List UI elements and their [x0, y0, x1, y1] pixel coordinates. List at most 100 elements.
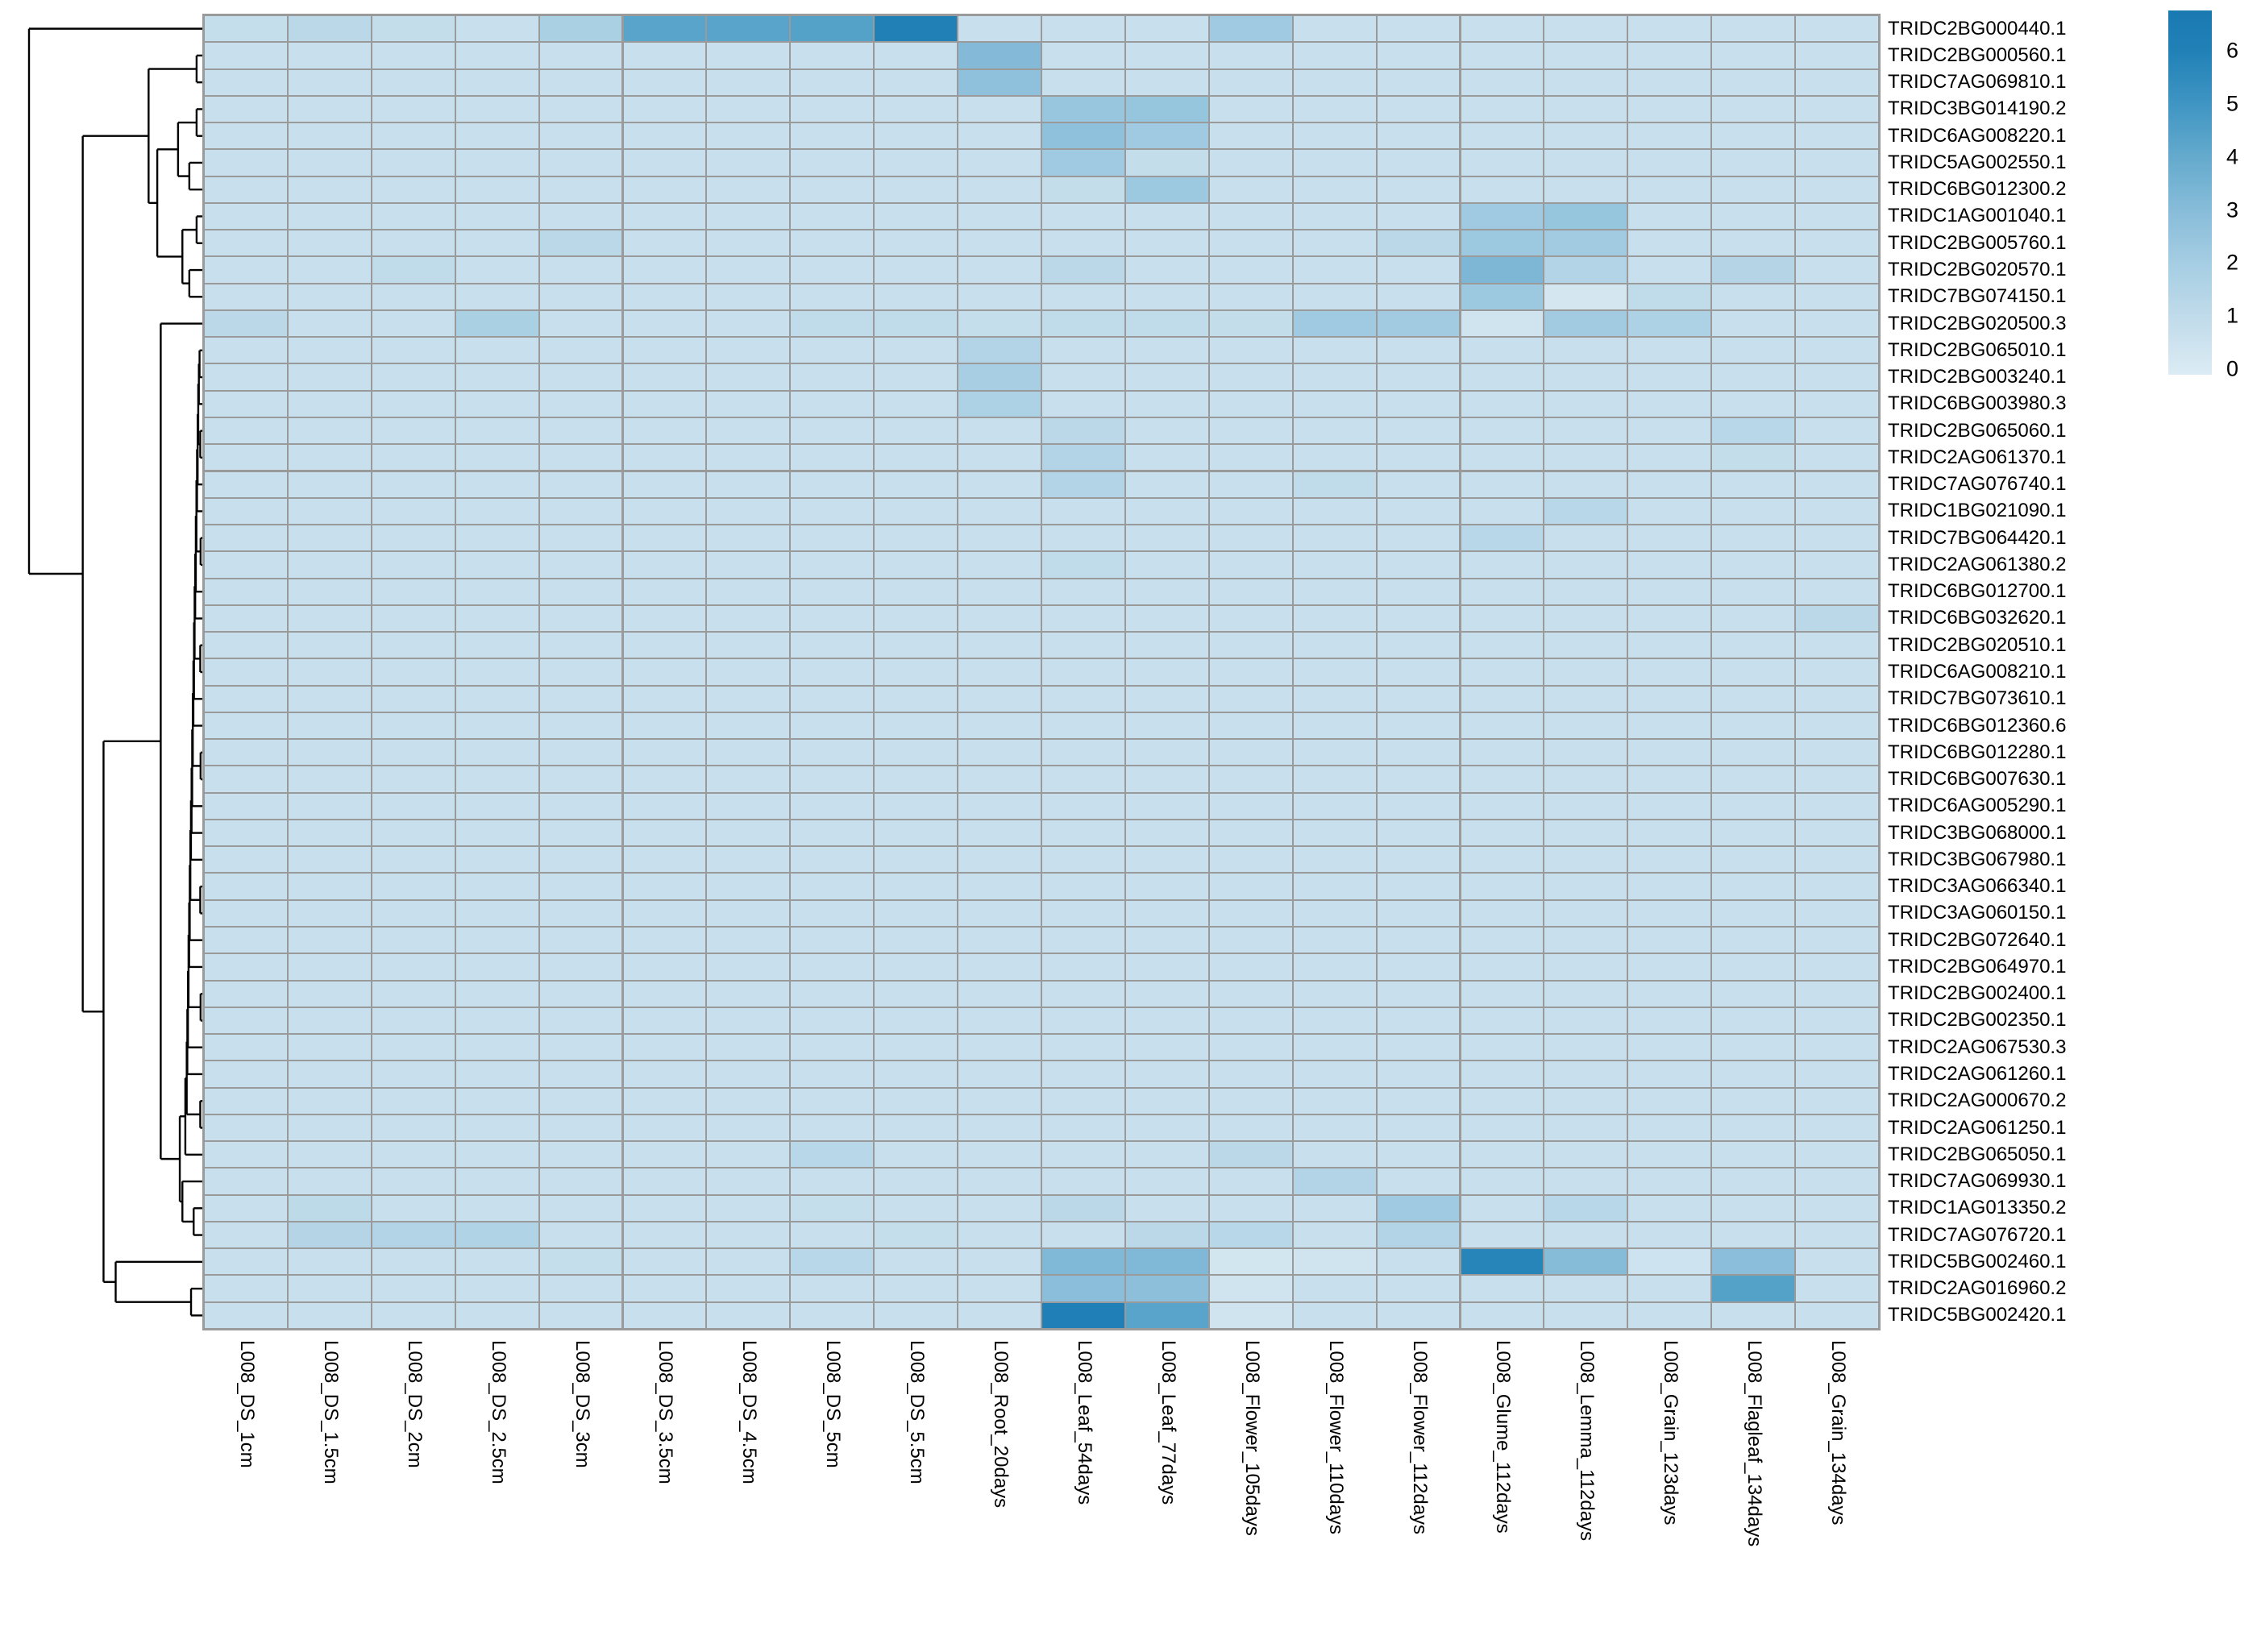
heatmap-cell: [539, 954, 622, 980]
heatmap-cell: [205, 525, 287, 551]
heatmap-cell: [1796, 552, 1878, 578]
heatmap-cell: [875, 338, 958, 363]
heatmap-cell: [1377, 1088, 1460, 1114]
heatmap-cell: [791, 820, 874, 846]
heatmap-cell: [707, 1088, 790, 1114]
heatmap-cell: [1544, 203, 1627, 230]
heatmap-cell: [1125, 284, 1208, 309]
heatmap-cell: [1042, 257, 1124, 283]
heatmap-cell: [1712, 820, 1795, 846]
heatmap-cell: [372, 633, 455, 658]
heatmap-cell: [1796, 1007, 1878, 1034]
heatmap-cell: [539, 874, 622, 899]
heatmap-cell: [707, 1035, 790, 1061]
heatmap-cell: [707, 740, 790, 766]
heatmap-cell: [1042, 96, 1124, 122]
heatmap-cell: [875, 766, 958, 792]
heatmap-cell: [1377, 1302, 1460, 1328]
heatmap-cell: [707, 552, 790, 578]
row-label: TRIDC6BG032620.1: [1888, 607, 2067, 629]
heatmap-cell: [875, 123, 958, 149]
heatmap-cell: [455, 338, 538, 363]
heatmap-cell: [1712, 69, 1795, 95]
heatmap-cell: [288, 1276, 371, 1301]
heatmap-cell: [1628, 605, 1711, 632]
heatmap-cell: [958, 928, 1041, 953]
heatmap-cell: [1461, 954, 1544, 980]
heatmap-cell: [1209, 1276, 1292, 1301]
heatmap-cell: [1712, 1168, 1795, 1194]
heatmap-cell: [288, 525, 371, 551]
heatmap-cell: [707, 686, 790, 712]
heatmap-cell: [455, 740, 538, 766]
heatmap-cell: [288, 900, 371, 926]
heatmap-cell: [1293, 1222, 1376, 1248]
heatmap-cell: [707, 310, 790, 337]
heatmap-cell: [1125, 605, 1208, 632]
heatmap-cell: [958, 1222, 1041, 1248]
heatmap-cell: [1796, 96, 1878, 122]
heatmap-cell: [205, 16, 287, 42]
heatmap-cell: [1377, 1035, 1460, 1061]
heatmap-cell: [623, 498, 706, 525]
row-label: TRIDC6BG007630.1: [1888, 768, 2067, 791]
heatmap-cell: [288, 659, 371, 685]
heatmap-cell: [1293, 391, 1376, 417]
row-label: TRIDC2BG065060.1: [1888, 419, 2067, 442]
heatmap-cell: [623, 1035, 706, 1061]
heatmap-cell: [372, 176, 455, 202]
heatmap-cell: [1544, 150, 1627, 176]
heatmap-cell: [623, 928, 706, 953]
heatmap-cell: [372, 1007, 455, 1034]
heatmap-cell: [1125, 417, 1208, 444]
heatmap-cell: [205, 659, 287, 685]
heatmap-cell: [455, 525, 538, 551]
column-label: L008_DS_1cm: [235, 1340, 258, 1468]
heatmap-cell: [1712, 1007, 1795, 1034]
heatmap-cell: [1293, 123, 1376, 149]
heatmap-cell: [1293, 257, 1376, 283]
heatmap-cell: [1712, 579, 1795, 604]
heatmap-cell: [1544, 123, 1627, 149]
heatmap-cell: [958, 1249, 1041, 1275]
heatmap-cell: [1209, 1302, 1292, 1328]
heatmap-cell: [1461, 1088, 1544, 1114]
heatmap-cell: [1544, 633, 1627, 658]
heatmap-cell: [875, 1142, 958, 1168]
heatmap-cell: [1125, 659, 1208, 685]
heatmap-cell: [539, 740, 622, 766]
heatmap-cell: [707, 1195, 790, 1221]
column-label: L008_Leaf_54days: [1073, 1340, 1095, 1505]
heatmap-cell: [875, 43, 958, 68]
heatmap-cell: [1628, 257, 1711, 283]
heatmap-cell: [1544, 284, 1627, 309]
heatmap-cell: [958, 1061, 1041, 1087]
heatmap-cell: [205, 874, 287, 899]
heatmap-cell: [875, 445, 958, 471]
row-label: TRIDC2BG020510.1: [1888, 633, 2067, 656]
row-label: TRIDC6AG008210.1: [1888, 661, 2067, 683]
heatmap-cell: [623, 1222, 706, 1248]
heatmap-cell: [455, 954, 538, 980]
heatmap-cell: [1461, 633, 1544, 658]
heatmap-cell: [1377, 1061, 1460, 1087]
heatmap-cell: [539, 686, 622, 712]
heatmap-cell: [1377, 123, 1460, 149]
heatmap-cell: [1125, 1035, 1208, 1061]
heatmap-cell: [707, 1061, 790, 1087]
heatmap-cell: [707, 659, 790, 685]
column-label: L008_DS_4.5cm: [738, 1340, 761, 1484]
heatmap-cell: [1377, 1168, 1460, 1194]
heatmap-cell: [1628, 740, 1711, 766]
heatmap-cell: [791, 230, 874, 256]
heatmap-cell: [1209, 740, 1292, 766]
heatmap-cell: [791, 552, 874, 578]
row-label: TRIDC6BG012300.2: [1888, 178, 2067, 201]
heatmap-cell: [623, 605, 706, 632]
heatmap-cell: [1628, 498, 1711, 525]
heatmap-cell: [288, 498, 371, 525]
heatmap-cell: [1042, 230, 1124, 256]
heatmap-cell: [791, 391, 874, 417]
heatmap-cell: [1293, 284, 1376, 309]
heatmap-cell: [1461, 96, 1544, 122]
